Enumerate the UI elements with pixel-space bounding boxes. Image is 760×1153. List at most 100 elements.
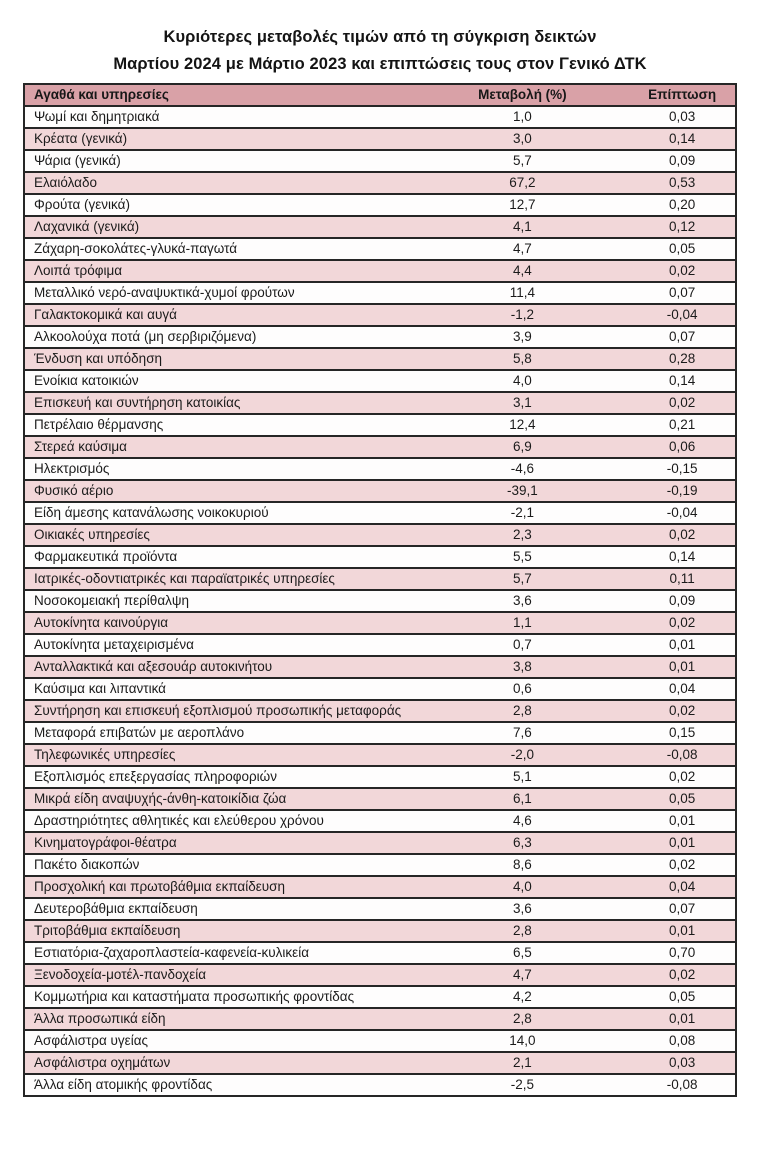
table-row: Είδη άμεσης κατανάλωσης νοικοκυριού -2,1-… bbox=[24, 501, 736, 524]
cell-goods-label: Τριτοβάθμια εκπαίδευση bbox=[24, 919, 416, 942]
cell-change-value: 67,2 bbox=[415, 171, 630, 194]
cell-change-value: 6,3 bbox=[415, 831, 630, 854]
cell-goods-label: Εστιατόρια-ζαχαροπλαστεία-καφενεία-κυλικ… bbox=[24, 941, 416, 964]
cell-change-value: 4,1 bbox=[415, 215, 630, 238]
cell-change-value: 6,1 bbox=[415, 787, 630, 810]
table-row: Κινηματογράφοι-θέατρα 6,3 0,01 bbox=[24, 831, 736, 854]
cell-impact-value: 0,05 bbox=[629, 985, 736, 1008]
table-row: Ασφάλιστρα υγείας 14,0 0,08 bbox=[24, 1029, 736, 1052]
table-row: Τηλεφωνικές υπηρεσίες -2,0 -0,08 bbox=[24, 743, 736, 766]
cell-impact-value: 0,04 bbox=[629, 677, 736, 700]
cell-impact-value: 0,01 bbox=[629, 919, 736, 942]
table-row: Οικιακές υπηρεσίες 2,3 0,02 bbox=[24, 523, 736, 546]
cell-change-value: 7,6 bbox=[415, 721, 630, 744]
cell-goods-label: Μεταφορά επιβατών με αεροπλάνο bbox=[24, 721, 416, 744]
cell-impact-value: 0,07 bbox=[629, 281, 736, 304]
cell-change-value: 0,6 bbox=[415, 677, 630, 700]
cell-impact-value: 0,02 bbox=[629, 699, 736, 722]
table-row: Συντήρηση και επισκευή εξοπλισμού προσωπ… bbox=[24, 699, 736, 722]
cell-goods-label: Δευτεροβάθμια εκπαίδευση bbox=[24, 897, 416, 920]
cell-goods-label: Τηλεφωνικές υπηρεσίες bbox=[24, 743, 416, 766]
cell-goods-label: Ψάρια (γενικά) bbox=[24, 149, 416, 172]
table-row: Αλκοολούχα ποτά (μη σερβιριζόμενα) 3,9 0,0… bbox=[24, 325, 736, 348]
cell-goods-label: Αλκοολούχα ποτά (μη σερβιριζόμενα) bbox=[24, 325, 416, 348]
cell-change-value: 6,9 bbox=[415, 435, 630, 458]
cell-goods-label: Επισκευή και συντήρηση κατοικίας bbox=[24, 391, 416, 414]
cell-goods-label: Κινηματογράφοι-θέατρα bbox=[24, 831, 416, 854]
cell-change-value: 8,6 bbox=[415, 853, 630, 876]
table-row: Μεταφορά επιβατών με αεροπλάνο 7,6 0,15 bbox=[24, 721, 736, 744]
column-header-goods-and-services: Αγαθά και υπηρεσίες bbox=[24, 83, 416, 106]
cell-change-value: -2,5 bbox=[415, 1073, 630, 1096]
table-row: Καύσιμα και λιπαντικά 0,6 0,04 bbox=[24, 677, 736, 700]
cell-goods-label: Ελαιόλαδο bbox=[24, 171, 416, 194]
cell-change-value: 2,8 bbox=[415, 699, 630, 722]
cell-impact-value: 0,53 bbox=[629, 171, 736, 194]
cell-goods-label: Στερεά καύσιμα bbox=[24, 435, 416, 458]
cell-change-value: 4,0 bbox=[415, 875, 630, 898]
cell-goods-label: Ηλεκτρισμός bbox=[24, 457, 416, 480]
cell-goods-label: Κρέατα (γενικά) bbox=[24, 127, 416, 150]
cell-change-value: 1,0 bbox=[415, 105, 630, 128]
cell-change-value: 5,8 bbox=[415, 347, 630, 370]
cell-impact-value: 0,05 bbox=[629, 237, 736, 260]
table-row: Κρέατα (γενικά) 3,0 0,14 bbox=[24, 127, 736, 150]
cell-change-value: -39,1 bbox=[415, 479, 630, 502]
cell-impact-value: 0,70 bbox=[629, 941, 736, 964]
cell-goods-label: Ζάχαρη-σοκολάτες-γλυκά-παγωτά bbox=[24, 237, 416, 260]
cell-impact-value: -0,08 bbox=[629, 743, 736, 766]
cell-goods-label: Δραστηριότητες αθλητικές και ελεύθερου χ… bbox=[24, 809, 416, 832]
cell-impact-value: 0,02 bbox=[629, 765, 736, 788]
cell-impact-value: 0,09 bbox=[629, 589, 736, 612]
cell-change-value: 4,6 bbox=[415, 809, 630, 832]
cell-change-value: 5,5 bbox=[415, 545, 630, 568]
cell-goods-label: Ανταλλακτικά και αξεσουάρ αυτοκινήτου bbox=[24, 655, 416, 678]
table-row: Ένδυση και υπόδηση 5,8 0,28 bbox=[24, 347, 736, 370]
cell-goods-label: Πετρέλαιο θέρμανσης bbox=[24, 413, 416, 436]
cell-change-value: 1,1 bbox=[415, 611, 630, 634]
cell-goods-label: Προσχολική και πρωτοβάθμια εκπαίδευση bbox=[24, 875, 416, 898]
cell-goods-label: Λαχανικά (γενικά) bbox=[24, 215, 416, 238]
table-row: Νοσοκομειακή περίθαλψη 3,6 0,09 bbox=[24, 589, 736, 612]
table-row: Λαχανικά (γενικά) 4,1 0,12 bbox=[24, 215, 736, 238]
table-row: Δευτεροβάθμια εκπαίδευση 3,6 0,07 bbox=[24, 897, 736, 920]
table-row: Τριτοβάθμια εκπαίδευση 2,8 0,01 bbox=[24, 919, 736, 942]
cell-goods-label: Ασφάλιστρα υγείας bbox=[24, 1029, 416, 1052]
cell-impact-value: -0,04 bbox=[629, 303, 736, 326]
table-row: Ψάρια (γενικά) 5,7 0,09 bbox=[24, 149, 736, 172]
cell-goods-label: Ασφάλιστρα οχημάτων bbox=[24, 1051, 416, 1074]
cell-goods-label: Πακέτο διακοπών bbox=[24, 853, 416, 876]
cell-goods-label: Συντήρηση και επισκευή εξοπλισμού προσωπ… bbox=[24, 699, 416, 722]
cell-change-value: 2,8 bbox=[415, 1007, 630, 1030]
cell-goods-label: Φρούτα (γενικά) bbox=[24, 193, 416, 216]
cell-impact-value: 0,01 bbox=[629, 1007, 736, 1030]
page-title: Κυριότερες μεταβολές τιμών από τη σύγκρι… bbox=[0, 0, 760, 78]
cell-goods-label: Άλλα προσωπικά είδη bbox=[24, 1007, 416, 1030]
cell-impact-value: 0,03 bbox=[629, 105, 736, 128]
table-row: Αυτοκίνητα καινούργια 1,1 0,02 bbox=[24, 611, 736, 634]
cell-impact-value: 0,03 bbox=[629, 1051, 736, 1074]
cell-goods-label: Αυτοκίνητα μεταχειρισμένα bbox=[24, 633, 416, 656]
cell-change-value: 3,9 bbox=[415, 325, 630, 348]
cell-impact-value: -0,08 bbox=[629, 1073, 736, 1096]
cell-impact-value: 0,07 bbox=[629, 897, 736, 920]
cell-goods-label: Μεταλλικό νερό-αναψυκτικά-χυμοί φρούτων bbox=[24, 281, 416, 304]
table-row: Στερεά καύσιμα 6,9 0,06 bbox=[24, 435, 736, 458]
cell-goods-label: Αυτοκίνητα καινούργια bbox=[24, 611, 416, 634]
table-row: Ενοίκια κατοικιών 4,0 0,14 bbox=[24, 369, 736, 392]
cell-change-value: 4,2 bbox=[415, 985, 630, 1008]
cell-change-value: 3,8 bbox=[415, 655, 630, 678]
page-title-line2: Μαρτίου 2024 με Μάρτιο 2023 και επιπτώσε… bbox=[113, 55, 647, 73]
cell-impact-value: 0,21 bbox=[629, 413, 736, 436]
table-row: Ασφάλιστρα οχημάτων 2,1 0,03 bbox=[24, 1051, 736, 1074]
table-row: Πετρέλαιο θέρμανσης 12,4 0,21 bbox=[24, 413, 736, 436]
cell-goods-label: Οικιακές υπηρεσίες bbox=[24, 523, 416, 546]
table-row: Προσχολική και πρωτοβάθμια εκπαίδευση 4,0… bbox=[24, 875, 736, 898]
cell-goods-label: Ξενοδοχεία-μοτέλ-πανδοχεία bbox=[24, 963, 416, 986]
price-changes-table: Αγαθά και υπηρεσίες Μεταβολή (%) Επίπτωσ… bbox=[23, 83, 737, 1097]
table-row: Πακέτο διακοπών 8,6 0,02 bbox=[24, 853, 736, 876]
cell-impact-value: 0,01 bbox=[629, 633, 736, 656]
table-row: Ελαιόλαδο 67,2 0,53 bbox=[24, 171, 736, 194]
table-row: Φαρμακευτικά προϊόντα 5,5 0,14 bbox=[24, 545, 736, 568]
